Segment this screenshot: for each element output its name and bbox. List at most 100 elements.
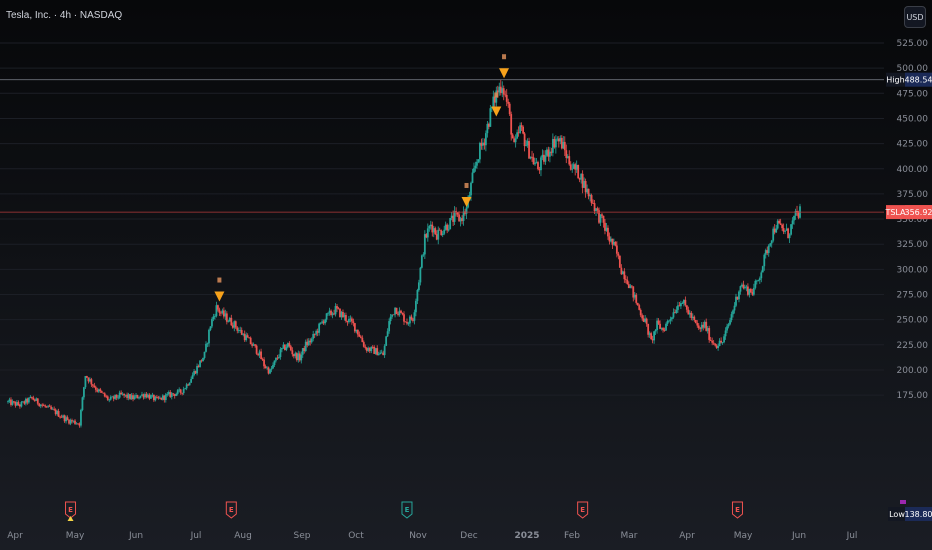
candle: [327, 312, 329, 316]
candle: [258, 349, 261, 359]
candle-body: [406, 321, 408, 324]
candle-body: [214, 316, 216, 317]
candle: [313, 333, 316, 339]
candle: [176, 389, 179, 396]
candle-body: [735, 296, 737, 306]
candle-body: [211, 319, 213, 327]
candle-body: [386, 331, 389, 337]
candle-body: [161, 395, 164, 400]
candle: [148, 393, 151, 401]
candle: [583, 177, 586, 188]
candle: [310, 337, 313, 344]
candle: [638, 303, 641, 311]
candle-body: [703, 321, 706, 328]
candle: [763, 253, 766, 271]
candle-body: [440, 230, 443, 235]
candle: [551, 133, 554, 157]
candle-body: [741, 284, 743, 287]
candle-body: [166, 393, 169, 395]
candle: [266, 366, 268, 370]
candle: [362, 340, 365, 348]
candle: [473, 162, 475, 174]
candle-body: [446, 224, 449, 231]
candle-body: [310, 338, 313, 343]
candle-body: [27, 397, 30, 403]
x-tick-label: Jun: [791, 531, 806, 541]
candle-body: [778, 220, 781, 224]
candle-body: [541, 154, 544, 158]
candle: [419, 266, 422, 286]
candle-body: [714, 343, 717, 346]
currency-button[interactable]: USD: [904, 6, 926, 28]
candle: [714, 343, 717, 347]
candle-body: [306, 341, 309, 346]
candle-body: [407, 323, 410, 325]
candle: [440, 229, 443, 236]
candle-body: [487, 123, 490, 127]
candle: [727, 322, 730, 329]
candle-body: [623, 271, 626, 280]
candle-body: [400, 310, 402, 313]
candle-body: [642, 318, 645, 322]
candle: [782, 223, 785, 235]
candle: [328, 307, 331, 316]
candle: [291, 347, 294, 357]
candle-body: [45, 406, 48, 408]
candle-body: [199, 360, 201, 367]
candle-body: [682, 299, 685, 304]
candle-body: [352, 321, 355, 324]
candle: [644, 315, 647, 323]
candle: [502, 85, 505, 101]
candle: [645, 317, 648, 327]
candle-body: [245, 335, 248, 341]
candle: [407, 321, 410, 326]
candle-body: [217, 305, 219, 310]
candle: [736, 296, 739, 301]
candle: [799, 203, 801, 219]
candle-body: [793, 215, 795, 221]
candle-body: [208, 329, 210, 344]
candle-body: [59, 416, 62, 418]
candle: [715, 343, 718, 349]
candle: [599, 214, 602, 227]
candle: [218, 307, 221, 316]
candle-body: [415, 300, 417, 313]
candle: [383, 344, 386, 358]
candle-body: [417, 282, 420, 291]
candle: [480, 138, 483, 150]
x-tick-label: Jul: [846, 531, 858, 541]
candle: [562, 136, 565, 149]
candle: [696, 320, 699, 328]
candle-body: [680, 303, 682, 307]
candle: [614, 241, 617, 247]
candle: [546, 147, 548, 157]
candle-body: [401, 312, 404, 315]
candle-body: [41, 404, 44, 406]
earnings-marker: E: [225, 501, 237, 519]
candle: [726, 323, 728, 334]
candle-body: [493, 96, 496, 103]
candle: [300, 351, 303, 364]
candle: [723, 334, 725, 344]
candle-body: [150, 395, 152, 399]
candle-body: [516, 132, 519, 139]
candle: [13, 400, 15, 404]
candle: [349, 315, 352, 323]
candle: [275, 357, 277, 363]
candle-body: [87, 377, 90, 382]
candle-body: [404, 321, 407, 323]
candle-body: [273, 360, 276, 365]
candle-body: [614, 241, 617, 246]
candle-body: [659, 323, 661, 329]
candle: [431, 221, 434, 237]
candle: [133, 394, 136, 400]
earnings-marker: E: [65, 501, 77, 519]
candle-body: [246, 335, 249, 338]
candle-body: [124, 394, 127, 396]
candle: [489, 105, 492, 127]
candle: [114, 394, 117, 400]
y-tick-label: 525.00: [897, 39, 929, 49]
candle: [102, 392, 105, 394]
candle: [57, 408, 60, 417]
